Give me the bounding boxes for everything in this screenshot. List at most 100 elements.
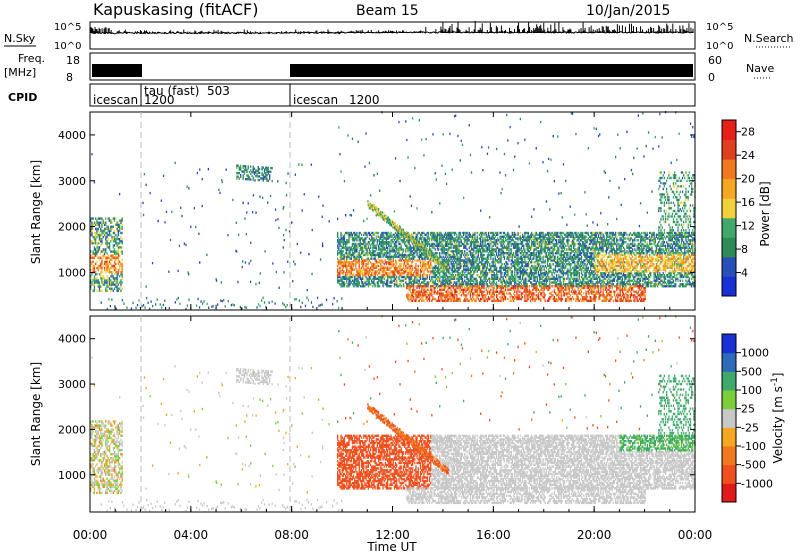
power-cell <box>450 237 452 240</box>
power-cell <box>498 277 500 280</box>
power-cell <box>360 268 363 271</box>
power-cell <box>357 281 359 284</box>
power-cell <box>449 231 451 235</box>
power-cell <box>411 299 414 302</box>
power-cell <box>392 270 394 273</box>
power-cell <box>463 288 465 291</box>
power-cell <box>466 285 468 288</box>
power-cell <box>377 231 380 235</box>
power-cell <box>358 283 360 286</box>
power-cell <box>491 261 493 264</box>
power-cell <box>381 261 383 264</box>
power-cell <box>383 268 385 271</box>
power-cell <box>449 241 451 244</box>
power-cell <box>459 261 461 264</box>
power-cell <box>375 237 377 240</box>
power-cell <box>250 165 252 168</box>
power-cell <box>364 253 366 257</box>
power-cell <box>501 188 503 191</box>
power-cell <box>389 233 391 236</box>
power-cell <box>352 263 355 266</box>
power-cell <box>111 235 113 239</box>
power-cell <box>388 257 390 260</box>
power-cell <box>440 270 442 273</box>
power-cell <box>381 264 383 268</box>
power-cell <box>458 261 460 264</box>
power-cell <box>425 296 427 299</box>
power-cell <box>342 257 344 260</box>
power-cell <box>414 270 416 273</box>
power-cell <box>416 270 418 273</box>
power-cell <box>121 227 123 231</box>
power-cell <box>422 266 424 269</box>
power-cell <box>433 235 435 238</box>
power-cell <box>381 250 383 253</box>
power-cell <box>358 259 360 262</box>
power-cell <box>494 255 496 258</box>
power-cell <box>421 255 423 258</box>
power-cell <box>369 268 372 271</box>
power-cell <box>384 237 386 240</box>
power-cell <box>435 239 437 242</box>
power-cell <box>436 246 439 249</box>
power-cell <box>399 237 401 240</box>
power-cell <box>267 179 269 182</box>
power-cell <box>476 235 478 238</box>
power-cell <box>95 227 97 231</box>
power-cell <box>461 272 464 275</box>
power-cell <box>107 277 109 280</box>
power-cell <box>440 237 442 240</box>
power-cell <box>498 261 500 264</box>
power-cell <box>397 248 399 251</box>
power-cell <box>468 290 470 293</box>
power-cell <box>456 274 458 277</box>
power-cell <box>121 299 124 302</box>
power-cell <box>106 307 108 311</box>
power-cell <box>440 244 442 247</box>
power-cell <box>357 242 359 246</box>
power-cell <box>464 231 466 235</box>
power-cell <box>414 288 416 291</box>
power-cell <box>283 239 285 242</box>
power-cell <box>418 241 420 244</box>
power-cell <box>110 227 112 231</box>
power-cell <box>427 233 430 236</box>
power-cell <box>436 235 439 238</box>
power-cell <box>358 239 360 242</box>
power-cell <box>426 237 428 240</box>
power-cell <box>472 255 474 258</box>
power-cell <box>93 248 96 251</box>
power-cell <box>457 257 459 260</box>
power-cell <box>466 239 468 242</box>
power-cell <box>367 263 369 266</box>
power-cell <box>452 244 454 247</box>
power-cell <box>478 233 481 236</box>
power-cell <box>193 207 195 210</box>
power-cell <box>414 166 416 170</box>
power-cell <box>111 227 113 231</box>
power-cell <box>421 290 423 293</box>
power-cell <box>461 292 464 295</box>
power-cell <box>406 259 408 262</box>
power-cell <box>472 261 474 264</box>
power-cell <box>433 281 435 284</box>
power-cell <box>439 233 441 236</box>
power-cell <box>95 271 97 274</box>
power-cell <box>345 275 347 279</box>
power-cell <box>450 279 452 282</box>
power-cell <box>508 270 510 273</box>
power-cell <box>408 241 410 244</box>
power-cell <box>456 239 458 242</box>
power-cell <box>419 290 422 293</box>
power-cell <box>161 306 163 309</box>
power-cell <box>112 246 114 249</box>
power-cell <box>90 254 92 257</box>
power-cell <box>238 168 240 171</box>
power-cell <box>196 171 198 175</box>
power-cell <box>384 248 386 251</box>
power-cell <box>383 274 385 277</box>
power-cell <box>368 275 371 279</box>
power-cell <box>119 264 121 268</box>
power-cell <box>98 281 101 284</box>
power-cell <box>347 134 349 137</box>
